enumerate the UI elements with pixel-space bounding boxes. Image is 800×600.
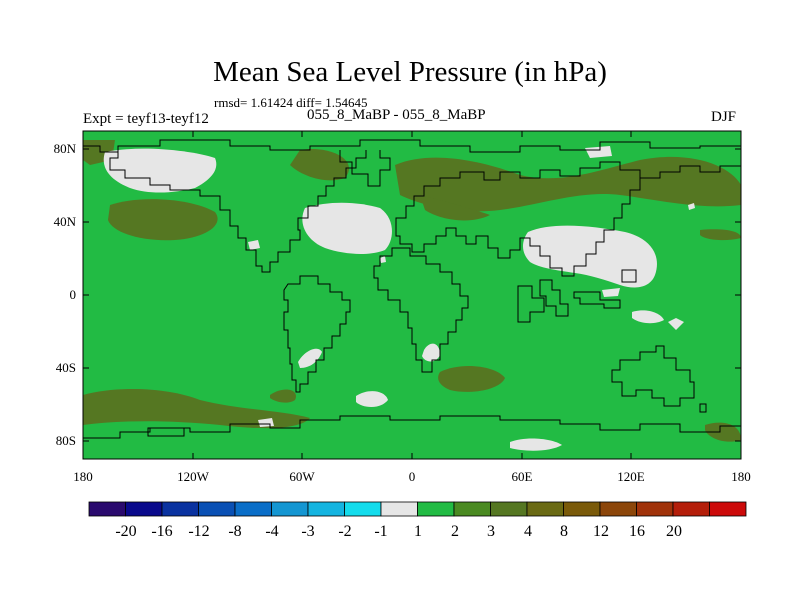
coastline-greenland [339, 150, 391, 187]
lon-label-120e: 120E [617, 469, 645, 484]
nearzero-western-pacific [602, 288, 620, 297]
positive-anomaly-regions [83, 140, 741, 442]
anomaly-north-pacific [108, 199, 218, 241]
coastline-new-zealand [699, 403, 707, 413]
coastline-africa [373, 247, 469, 373]
anomaly-northeast-pacific [700, 229, 741, 241]
longitude-labels: 180 120W 60W 0 60E 120E 180 [73, 469, 751, 484]
anomaly-south-atlantic [438, 366, 505, 392]
colorbar-swatch [234, 501, 272, 517]
coastline-south-america [283, 275, 351, 393]
colorbar-swatch [599, 501, 637, 517]
nearzero-alaska-canada [103, 148, 217, 193]
colorbar-swatch [636, 501, 674, 517]
nearzero-south-atlantic-west [422, 343, 440, 362]
colorbar-label: -8 [228, 523, 241, 540]
coastline-arctic-top [83, 139, 741, 153]
lon-label-60e: 60E [512, 469, 533, 484]
nearzero-east-pacific [688, 203, 695, 210]
nearzero-mid-atlantic [380, 256, 386, 263]
lon-label-60w: 60W [289, 469, 315, 484]
nearzero-siberia [523, 225, 657, 288]
colorbar-label: -16 [151, 523, 172, 540]
coastline-antarctic-box [147, 427, 185, 437]
coastline-arabia [517, 285, 545, 323]
lon-label-180e: 180 [731, 469, 751, 484]
anomaly-south-indian [705, 422, 741, 442]
colorbar-swatch [307, 501, 345, 517]
colorbar-swatch [417, 501, 455, 517]
nearzero-greenland-arctic [585, 146, 612, 158]
coastline-east-asia [395, 178, 641, 277]
plot-title: Mean Sea Level Pressure (in hPa) [213, 56, 607, 88]
experiment-label: Expt = teyf13-teyf12 [83, 111, 209, 127]
nearzero-pacific-star [668, 318, 684, 330]
lat-label-0: 0 [70, 287, 77, 302]
map-field [83, 131, 741, 459]
colorbar-swatch [490, 501, 528, 517]
lat-label-40s: 40S [56, 360, 76, 375]
anomaly-eurasia [395, 156, 741, 212]
colorbar-label: 8 [560, 523, 568, 540]
colorbar-swatch [344, 501, 382, 517]
lat-label-40n: 40N [54, 214, 77, 229]
axis-ticks [82, 131, 742, 459]
anomaly-chile-offshore [270, 389, 296, 403]
colorbar-swatch [271, 501, 309, 517]
coastline-europe-asia [395, 161, 741, 230]
nearzero-antarctic-ridge [510, 438, 562, 451]
colorbar-label: 2 [451, 523, 459, 540]
coastline-north-america [109, 150, 367, 273]
colorbar-swatch [526, 501, 564, 517]
nearzero-south-america [298, 348, 322, 368]
colorbar-label: -12 [188, 523, 209, 540]
colorbar-label: -4 [265, 523, 278, 540]
colorbar-label: -2 [338, 523, 351, 540]
colorbar [88, 501, 747, 517]
nearzero-equatorial-indian [632, 310, 664, 324]
coastline-japan-box [621, 269, 637, 283]
colorbar-swatch [563, 501, 601, 517]
colorbar-swatch [125, 501, 163, 517]
latitude-labels: 80N 40N 0 40S 80S [54, 141, 77, 448]
near-zero-regions [103, 146, 695, 451]
rmsd-diff-stats: rmsd= 1.61424 diff= 1.54645 [214, 95, 368, 110]
lon-label-120w: 120W [177, 469, 210, 484]
coastline-indonesia [573, 291, 621, 309]
colorbar-swatch [453, 501, 491, 517]
lat-label-80n: 80N [54, 141, 77, 156]
colorbar-labels: -20 -16 -12 -8 -4 -3 -2 -1 1 2 3 4 8 12 … [115, 523, 682, 540]
anomaly-south-pacific [83, 388, 310, 429]
anomaly-central-asia [420, 195, 490, 221]
colorbar-swatch [672, 501, 710, 517]
coastline-australia [611, 345, 695, 407]
colorbar-label: 1 [414, 523, 422, 540]
nearzero-south-atlantic [356, 391, 388, 407]
coastline-southeast-asia [539, 279, 569, 317]
colorbar-swatch [88, 501, 126, 517]
colorbar-label: -1 [374, 523, 387, 540]
anomaly-north-atlantic [290, 149, 349, 181]
nearzero-north-atlantic [302, 202, 392, 254]
colorbar-swatch [709, 501, 747, 517]
coastline-antarctica [83, 415, 741, 439]
colorbar-label: 3 [487, 523, 495, 540]
colorbar-swatch [161, 501, 199, 517]
lon-label-0: 0 [409, 469, 416, 484]
lon-label-180w: 180 [73, 469, 93, 484]
colorbar-label: -3 [301, 523, 314, 540]
colorbar-swatch [380, 501, 418, 517]
colorbar-label: 20 [666, 523, 682, 540]
colorbar-label: 4 [524, 523, 532, 540]
colorbar-label: 16 [629, 523, 645, 540]
colorbar-label: 12 [593, 523, 609, 540]
nearzero-atlantic-small [248, 240, 260, 250]
experiment-name: 055_8_MaBP - 055_8_MaBP [307, 107, 486, 123]
colorbar-label: -20 [115, 523, 136, 540]
season-label: DJF [711, 109, 737, 125]
coastline-outlines [83, 139, 741, 439]
colorbar-swatch [198, 501, 236, 517]
lat-label-80s: 80S [56, 433, 76, 448]
